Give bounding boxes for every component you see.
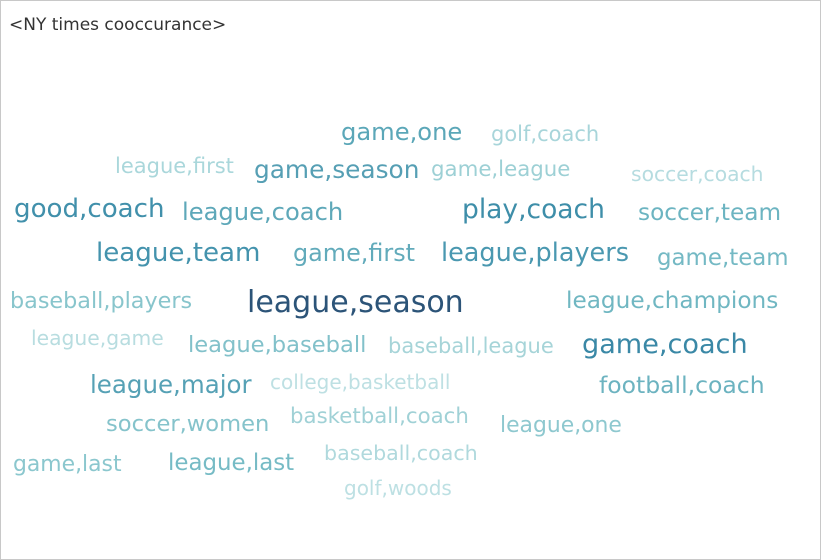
chart-title: <NY times cooccurance> <box>9 15 227 35</box>
cloud-word: league,players <box>441 238 629 268</box>
cloud-word: league,major <box>90 370 252 399</box>
cloud-word: league,season <box>247 285 464 320</box>
cloud-word: golf,coach <box>491 122 600 146</box>
cloud-word: league,last <box>168 450 295 476</box>
cloud-word: game,one <box>341 118 463 146</box>
cloud-word: baseball,league <box>388 334 554 358</box>
cloud-word: league,baseball <box>188 332 367 358</box>
cloud-word: football,coach <box>599 371 765 399</box>
cloud-word: golf,woods <box>344 476 452 500</box>
cloud-word: soccer,women <box>106 411 270 437</box>
cloud-word: league,game <box>31 326 164 350</box>
cloud-word: good,coach <box>14 194 165 224</box>
cloud-word: soccer,coach <box>631 162 764 186</box>
cloud-word: game,first <box>293 239 416 267</box>
cloud-word: league,first <box>115 154 234 178</box>
cloud-word: baseball,coach <box>324 441 478 465</box>
cloud-word: game,coach <box>582 329 748 360</box>
cloud-word: basketball,coach <box>290 404 469 429</box>
cloud-word: league,team <box>96 238 261 268</box>
cloud-word: league,one <box>500 413 622 438</box>
cloud-word: game,team <box>657 245 789 271</box>
cloud-word: college,basketball <box>270 370 451 394</box>
cloud-word: league,coach <box>182 198 344 226</box>
cloud-word: game,last <box>13 452 122 477</box>
cloud-word: game,league <box>431 157 571 182</box>
cloud-word: baseball,players <box>10 288 193 314</box>
cloud-word: soccer,team <box>638 199 782 226</box>
cloud-word: league,champions <box>566 287 779 314</box>
cloud-word: play,coach <box>462 194 605 225</box>
cloud-word: game,season <box>254 155 420 184</box>
